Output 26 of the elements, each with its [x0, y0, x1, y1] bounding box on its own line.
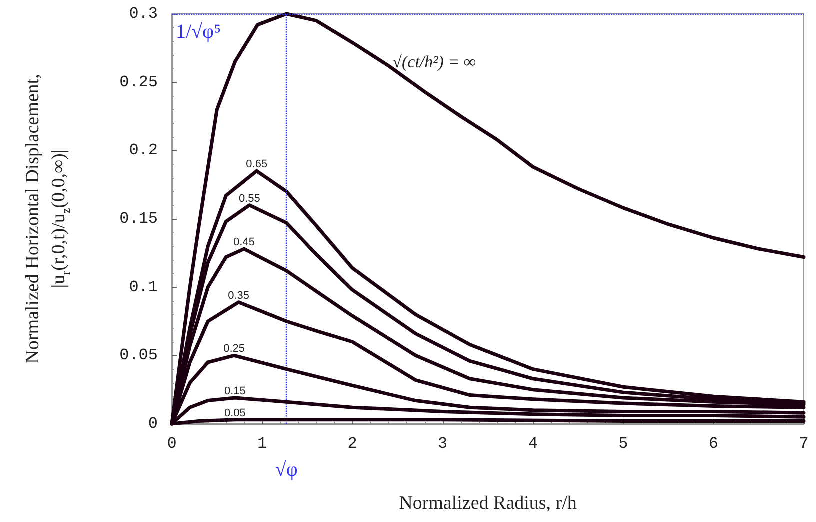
series-label: 0.55: [238, 192, 260, 205]
series-label: 0.45: [234, 236, 255, 249]
x-tick-label: 4: [528, 435, 538, 453]
series-label: 0.35: [228, 290, 250, 302]
y-tick-label: 0.25: [120, 73, 158, 92]
ref-line-label: 1/√φ⁵: [176, 21, 222, 43]
x-tick-label: 6: [708, 435, 719, 453]
y-tick-label: 0.2: [129, 142, 158, 160]
x-tick-label: 1: [257, 435, 268, 453]
series-label: 0.25: [224, 343, 246, 356]
x-tick-label: 5: [618, 435, 628, 453]
y-tick-label: 0.15: [120, 210, 158, 228]
series-label: 0.05: [224, 407, 246, 420]
x-tick-label: 2: [348, 435, 358, 453]
x-axis-title: Normalized Radius, r/h: [399, 493, 578, 514]
y-tick-label: 0: [148, 415, 158, 433]
series-label: 0.65: [246, 158, 268, 171]
x-tick-label: 7: [799, 435, 809, 453]
y-tick-label: 0.05: [120, 346, 158, 365]
y-tick-label: 0.3: [129, 5, 158, 23]
x-tick-label: 3: [438, 435, 448, 453]
series-label: √(ct/h²) = ∞: [392, 52, 476, 72]
y-tick-label: 0.1: [129, 278, 158, 296]
series-label: 0.15: [224, 386, 246, 398]
x-tick-label: 0: [167, 435, 177, 453]
ref-line-label: √φ: [275, 459, 298, 481]
